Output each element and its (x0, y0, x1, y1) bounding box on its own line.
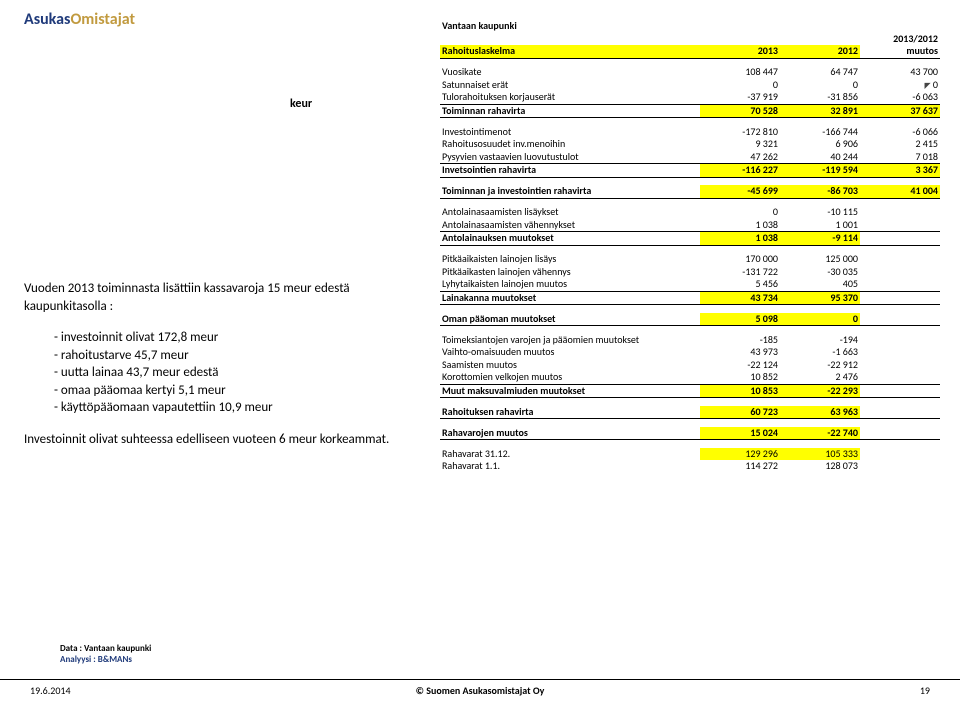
r-antolis: Antolainasaamisten lisäykset0-10 115 (440, 206, 940, 219)
bullet-2: rahoitustarve 45,7 meur (34, 347, 424, 365)
r-pitka-lis: Pitkäaikaisten lainojen lisäys170 000125… (440, 253, 940, 266)
r-rahavarat-3112: Rahavarat 31.12. 129 296 105 333 (440, 448, 940, 461)
data-source: Data : Vantaan kaupunki Analyysi : B&MAN… (60, 643, 151, 665)
logo-part1: Asukas (24, 10, 70, 29)
r-antovah: Antolainasaamisten vähennykset1 0381 001 (440, 219, 940, 232)
src-line2: Analyysi : B&MANs (60, 654, 151, 665)
r-oma-paaoma: Oman pääoman muutokset 5 098 0 (440, 313, 940, 326)
bullet-list: investoinnit olivat 172,8 meur rahoitust… (24, 329, 424, 417)
bullet-4: omaa pääomaa kertyi 5,1 meur (34, 382, 424, 400)
r-korottomien: Korottomien velkojen muutos10 8522 476 (440, 371, 940, 384)
r-antolain-muutos: Antolainauksen muutokset 1 038 -9 114 (440, 232, 940, 246)
r-vaihto: Vaihto-omaisuuden muutos43 973-1 663 (440, 346, 940, 359)
r-lainakanta: Lainakanna muutokset 43 734 95 370 (440, 291, 940, 305)
r-rahavarojen-muutos: Rahavarojen muutos 15 024 -22 740 (440, 427, 940, 440)
r-maksuvalmius: Muut maksuvalmiuden muutokset 10 853 -22… (440, 384, 940, 398)
bullet-1: investoinnit olivat 172,8 meur (34, 329, 424, 347)
r-rahoituksen-rahavirta: Rahoituksen rahavirta 60 723 63 963 (440, 406, 940, 419)
r-luovutustulot: Pysyvien vastaavien luovutustulot47 2624… (440, 151, 940, 164)
r-toim-inv-rahavirta: Toiminnan ja investointien rahavirta -45… (440, 185, 940, 198)
left-title-2: Investoinnit olivat suhteessa edelliseen… (24, 431, 424, 449)
footer: 19.6.2014 © Suomen Asukasomistajat Oy 19 (0, 679, 960, 697)
logo-part2: Omistajat (70, 10, 135, 29)
c-title: Vantaan kaupunki (440, 20, 700, 33)
financing-table: Vantaan kaupunki 2013/2012 Rahoituslaske… (440, 20, 940, 473)
r-title: Vantaan kaupunki (440, 20, 940, 33)
left-title-1: Vuoden 2013 toiminnasta lisättiin kassav… (24, 280, 424, 315)
r-lyhyt: Lyhytaikaisten lainojen muutos5 456405 (440, 278, 940, 291)
r-rahavarat-11: Rahavarat 1.1. 114 272 128 073 (440, 460, 940, 473)
keur-label: keur (290, 97, 312, 111)
footer-org: © Suomen Asukasomistajat Oy (0, 684, 960, 697)
arrow-icon: ◤ (925, 81, 931, 91)
r-inv-rahavirta: Invetsointien rahavirta -116 227 -119 59… (440, 164, 940, 178)
h2: 2012 (780, 45, 860, 58)
h1: 2013 (700, 45, 780, 58)
bullet-3: uutta lainaa 43,7 meur edestä (34, 364, 424, 382)
r-yearlabel: 2013/2012 (440, 33, 940, 46)
r-header: Rahoituslaskelma 2013 2012 muutos (440, 45, 940, 58)
r-rahoitusosuudet: Rahoitusosuudet inv.menoihin9 3216 9062 … (440, 138, 940, 151)
bullet-5: käyttöpääomaan vapautettiin 10,9 meur (34, 399, 424, 417)
logo: AsukasOmistajat (24, 10, 135, 29)
src-line1: Data : Vantaan kaupunki (60, 643, 151, 654)
left-text-column: Vuoden 2013 toiminnasta lisättiin kassav… (24, 280, 424, 462)
h0: Rahoituslaskelma (440, 45, 700, 58)
r-toim-rahavirta: Toiminnan rahavirta 70 528 32 891 37 637 (440, 104, 940, 118)
h3: muutos (860, 45, 940, 58)
r-vuosikate: Vuosikate108 44764 74743 700 (440, 66, 940, 79)
r-korjaus: Tulorahoituksen korjauserät-37 919-31 85… (440, 91, 940, 104)
